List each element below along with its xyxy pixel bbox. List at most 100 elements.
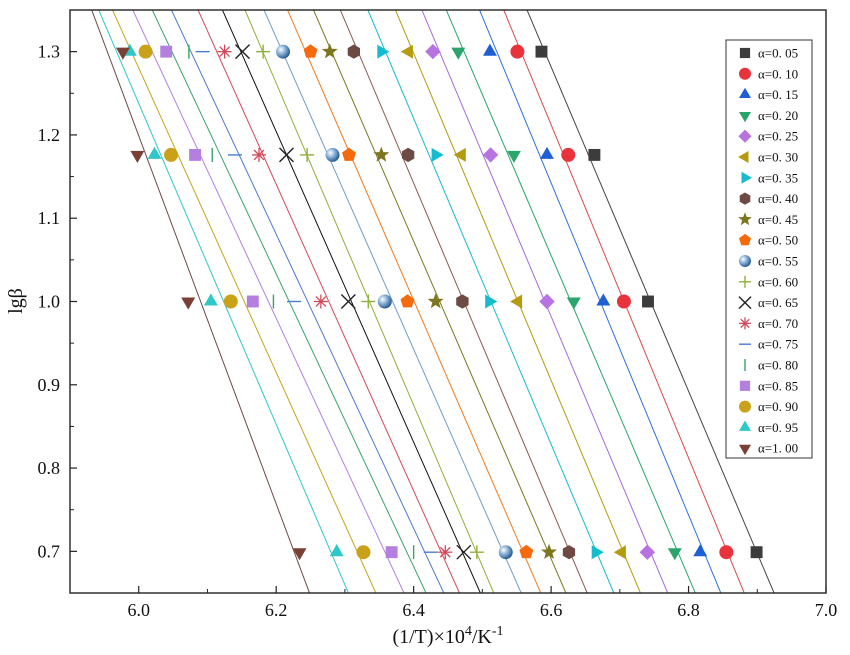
legend-box bbox=[725, 39, 813, 459]
data-point-series-13 bbox=[252, 147, 266, 162]
x-tick-label: 6.6 bbox=[540, 600, 563, 620]
data-point-series-8 bbox=[427, 293, 444, 309]
x-axis: 6.0 6.2 6.4 6.6 6.8 7.0 bbox=[127, 586, 837, 620]
y-tick-label: 0.7 bbox=[38, 541, 61, 561]
data-point-series-6 bbox=[431, 147, 444, 162]
legend-marker-4 bbox=[738, 129, 752, 143]
data-point-series-19 bbox=[292, 548, 307, 561]
data-point-series-5 bbox=[400, 44, 413, 59]
x-axis-title-main: (1/T)×10 bbox=[392, 626, 464, 648]
legend-marker-6 bbox=[741, 171, 752, 184]
legend-label-15: α=0. 80 bbox=[758, 358, 798, 373]
legend-marker-3 bbox=[739, 112, 751, 123]
legend: α=0. 05 α=0. 10 α=0. 15 α=0. 20 α=0. 25 α=0. … bbox=[725, 39, 813, 459]
legend-marker-9 bbox=[739, 233, 751, 246]
data-point-series-16 bbox=[246, 295, 259, 308]
data-point-series-2 bbox=[483, 43, 497, 56]
y-tick-label: 1.1 bbox=[38, 208, 61, 228]
data-point-series-12 bbox=[235, 44, 251, 60]
data-point-series-1 bbox=[561, 147, 576, 162]
legend-label-14: α=0. 75 bbox=[758, 337, 798, 352]
data-point-series-4 bbox=[539, 293, 555, 310]
legend-label-6: α=0. 35 bbox=[758, 170, 798, 185]
x-axis-title: (1/T)×104/K-1 bbox=[392, 624, 503, 648]
legend-label-0: α=0. 05 bbox=[758, 46, 798, 61]
data-point-series-9 bbox=[342, 147, 356, 161]
data-point-series-4 bbox=[482, 147, 499, 163]
legend-marker-19 bbox=[739, 444, 751, 456]
legend-marker-7 bbox=[739, 192, 751, 205]
legend-marker-12 bbox=[738, 296, 752, 310]
y-axis-title: lgβ bbox=[5, 288, 27, 314]
plot-frame bbox=[69, 9, 827, 594]
data-point-series-19 bbox=[115, 47, 130, 60]
fit-line-series-9 bbox=[287, 10, 542, 593]
legend-label-2: α=0. 15 bbox=[758, 87, 798, 102]
data-point-series-9 bbox=[303, 44, 318, 58]
legend-label-16: α=0. 85 bbox=[758, 378, 798, 393]
data-point-series-0 bbox=[750, 546, 763, 559]
data-point-series-6 bbox=[377, 44, 390, 59]
data-point-series-10 bbox=[325, 147, 340, 162]
legend-label-3: α=0. 20 bbox=[758, 108, 798, 123]
data-point-series-7 bbox=[456, 294, 469, 309]
legend-marker-5 bbox=[738, 151, 749, 163]
legend-marker-10 bbox=[739, 255, 751, 267]
x-axis-title-sup: 4 bbox=[465, 624, 472, 639]
data-point-series-2 bbox=[540, 146, 554, 159]
data-point-series-8 bbox=[541, 543, 557, 559]
data-point-series-17 bbox=[164, 147, 179, 162]
data-point-series-19 bbox=[130, 150, 145, 163]
fit-line-series-14 bbox=[170, 10, 445, 593]
data-point-series-18 bbox=[329, 544, 344, 557]
y-tick-label: 1.3 bbox=[38, 42, 61, 62]
data-point-series-16 bbox=[385, 546, 398, 559]
data-point-series-3 bbox=[451, 47, 466, 60]
data-markers bbox=[115, 43, 763, 561]
data-point-series-17 bbox=[223, 294, 238, 309]
data-point-series-10 bbox=[276, 44, 291, 59]
data-point-series-16 bbox=[189, 148, 202, 161]
legend-label-17: α=0. 90 bbox=[758, 399, 798, 414]
x-axis-title-sup2: -1 bbox=[492, 624, 504, 639]
data-point-series-17 bbox=[138, 44, 153, 59]
data-point-series-7 bbox=[562, 545, 576, 560]
fit-line-series-10 bbox=[263, 10, 522, 593]
data-point-series-18 bbox=[203, 293, 218, 306]
fit-line-series-19 bbox=[91, 10, 311, 593]
data-point-series-13 bbox=[313, 294, 328, 309]
data-point-series-3 bbox=[566, 297, 581, 310]
data-point-series-1 bbox=[616, 294, 631, 309]
data-point-series-2 bbox=[693, 544, 708, 557]
legend-label-19: α=1. 00 bbox=[758, 441, 798, 456]
data-point-series-4 bbox=[425, 43, 441, 60]
y-tick-label: 0.8 bbox=[38, 458, 61, 478]
data-point-series-10 bbox=[498, 545, 513, 560]
data-point-series-11 bbox=[361, 294, 376, 309]
data-point-series-7 bbox=[402, 147, 415, 163]
data-point-series-12 bbox=[278, 147, 294, 163]
legend-marker-2 bbox=[739, 87, 751, 98]
data-point-series-11 bbox=[300, 147, 315, 162]
legend-label-7: α=0. 40 bbox=[758, 191, 798, 206]
data-point-series-4 bbox=[639, 544, 655, 560]
x-axis-title-tail: /K bbox=[472, 626, 493, 648]
legend-marker-18 bbox=[739, 420, 751, 431]
fit-line-series-13 bbox=[197, 10, 461, 593]
fit-line-series-12 bbox=[221, 10, 481, 593]
legend-label-13: α=0. 70 bbox=[758, 316, 798, 331]
data-point-series-5 bbox=[613, 545, 626, 560]
legend-label-5: α=0. 30 bbox=[758, 150, 798, 165]
y-tick-label: 0.9 bbox=[38, 375, 61, 395]
y-tick-label: 1.0 bbox=[38, 292, 61, 312]
data-point-series-11 bbox=[469, 545, 484, 560]
data-point-series-16 bbox=[160, 45, 173, 58]
x-tick-label: 6.2 bbox=[265, 600, 288, 620]
data-point-series-5 bbox=[510, 294, 523, 309]
legend-marker-16 bbox=[739, 380, 751, 391]
fit-line-series-17 bbox=[111, 10, 377, 593]
legend-marker-1 bbox=[739, 67, 751, 80]
data-point-series-8 bbox=[373, 146, 390, 162]
data-point-series-3 bbox=[507, 150, 521, 163]
x-tick-label: 6.4 bbox=[402, 600, 425, 620]
